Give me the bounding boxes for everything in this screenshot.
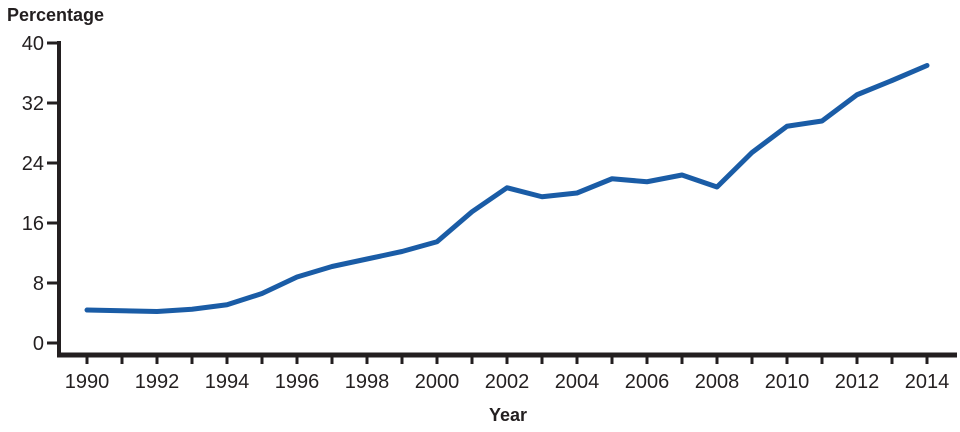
x-tick-label: 2014 bbox=[905, 371, 950, 393]
y-axis-title: Percentage bbox=[7, 5, 105, 25]
x-tick-label: 2006 bbox=[625, 371, 670, 393]
x-axis-ticks: 1990 1992 1994 1996 1998 2000 2002 2004 2006 2008… bbox=[65, 355, 950, 393]
y-axis-ticks: 0 8 16 24 32 40 bbox=[22, 33, 59, 355]
y-tick-label: 16 bbox=[22, 213, 44, 235]
x-tick-label: 2008 bbox=[695, 371, 740, 393]
x-tick-label: 1994 bbox=[205, 371, 250, 393]
y-tick-label: 32 bbox=[22, 93, 44, 115]
x-tick-label: 2012 bbox=[835, 371, 880, 393]
x-tick-label: 2000 bbox=[415, 371, 460, 393]
y-tick-label: 24 bbox=[22, 153, 44, 175]
y-tick-label: 8 bbox=[33, 273, 44, 295]
x-tick-label: 1990 bbox=[65, 371, 110, 393]
x-axis-title: Year bbox=[488, 405, 528, 425]
x-tick-label: 1998 bbox=[345, 371, 390, 393]
x-tick-label: 2004 bbox=[555, 371, 600, 393]
x-tick-label: 2002 bbox=[485, 371, 530, 393]
data-series bbox=[84, 63, 930, 314]
x-tick-label: 2010 bbox=[765, 371, 810, 393]
x-tick-label: 1996 bbox=[275, 371, 320, 393]
y-tick-label: 40 bbox=[22, 33, 44, 55]
data-series-line bbox=[84, 63, 930, 314]
x-tick-label: 1992 bbox=[135, 371, 180, 393]
y-tick-label: 0 bbox=[33, 333, 44, 355]
